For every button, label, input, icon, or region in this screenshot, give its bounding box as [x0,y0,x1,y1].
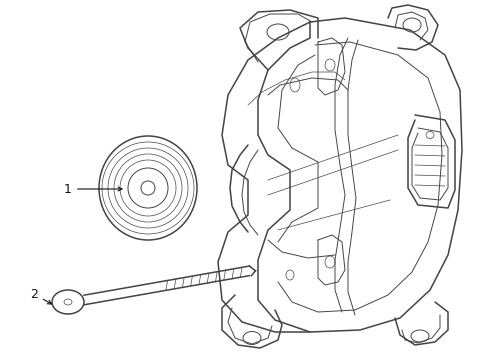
Text: 2: 2 [30,288,51,304]
Text: 1: 1 [64,183,122,195]
